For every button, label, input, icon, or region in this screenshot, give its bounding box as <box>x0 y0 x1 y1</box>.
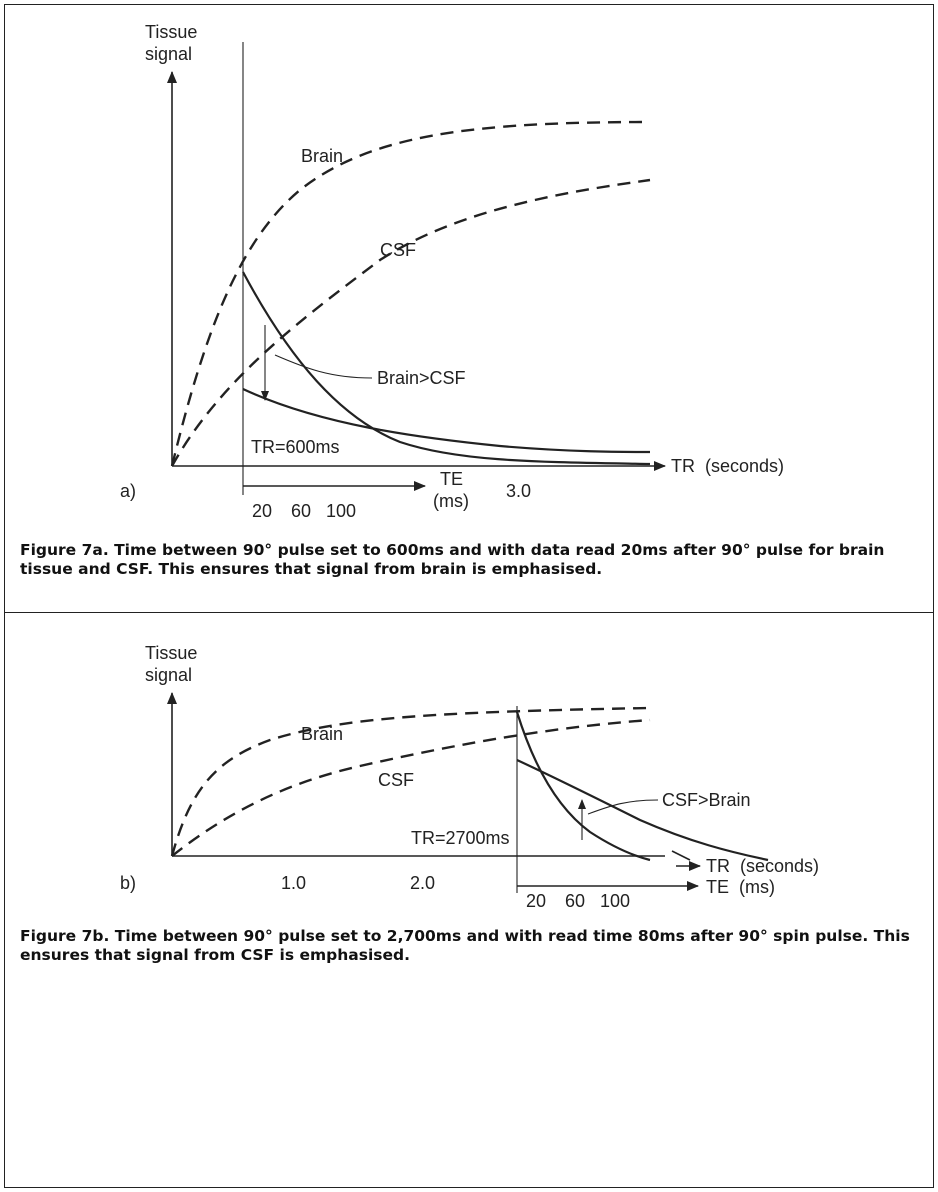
tr-axis-label: TR (seconds) <box>671 456 784 476</box>
comparison-label: Brain>CSF <box>377 368 466 388</box>
figure-7b-caption: Figure 7b. Time between 90° pulse set to… <box>20 927 910 964</box>
tr-tick-3: 3.0 <box>506 481 531 501</box>
figure-7a-caption: Figure 7a. Time between 90° pulse set to… <box>20 541 885 578</box>
tr-axis-break <box>671 850 691 861</box>
csf-decay-curve <box>242 388 651 454</box>
tr-value-label: TR=2700ms <box>411 828 510 848</box>
tr-tick-2: 2.0 <box>410 873 435 893</box>
te-tick-60: 60 <box>565 891 585 911</box>
comparison-label: CSF>Brain <box>662 790 751 810</box>
comparison-leader <box>587 799 659 815</box>
brain-recovery-curve <box>170 706 651 857</box>
te-tick-20: 20 <box>252 501 272 521</box>
te-tick-100: 100 <box>326 501 356 521</box>
panel-label-a: a) <box>120 481 136 501</box>
te-tick-100: 100 <box>600 891 630 911</box>
y-axis-title-line1: Tissue <box>145 22 197 42</box>
brain-curve-label: Brain <box>301 724 343 744</box>
comparison-leader <box>274 354 373 379</box>
tr-axis-label: TR (seconds) <box>706 856 819 876</box>
brain-decay-curve <box>242 271 651 466</box>
csf-recovery-curve <box>170 178 651 467</box>
figure-7b: Tissue signal Brain CSF CSF>Brain TR=270… <box>120 643 819 911</box>
te-tick-60: 60 <box>291 501 311 521</box>
figure-divider <box>4 612 934 613</box>
tr-value-label: TR=600ms <box>251 437 340 457</box>
y-axis-title-line2: signal <box>145 665 192 685</box>
csf-decay-curve <box>516 759 769 862</box>
page-frame <box>4 4 934 1188</box>
tr-tick-1: 1.0 <box>281 873 306 893</box>
brain-decay-curve <box>515 711 651 862</box>
te-axis-label-line2: (ms) <box>433 491 469 511</box>
csf-recovery-curve <box>171 718 651 857</box>
te-axis-label-line1: TE <box>440 469 463 489</box>
brain-recovery-curve <box>170 120 651 467</box>
brain-curve-label: Brain <box>301 146 343 166</box>
csf-curve-label: CSF <box>380 240 416 260</box>
csf-curve-label: CSF <box>378 770 414 790</box>
figure-7a: Tissue signal Brain CSF Brain>CSF TR=600… <box>120 22 784 521</box>
y-axis-title-line1: Tissue <box>145 643 197 663</box>
te-axis-label: TE (ms) <box>706 877 775 897</box>
panel-label-b: b) <box>120 873 136 893</box>
te-tick-20: 20 <box>526 891 546 911</box>
y-axis-title-line2: signal <box>145 44 192 64</box>
